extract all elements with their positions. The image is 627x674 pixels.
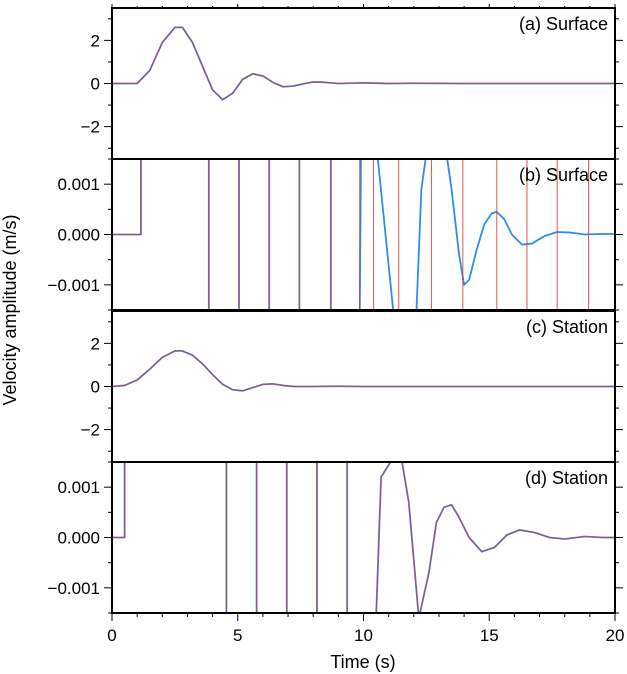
series-line	[112, 462, 615, 613]
y-tick-label: 0.000	[57, 529, 100, 548]
y-tick-label: 0.000	[57, 226, 100, 245]
series-line	[112, 350, 615, 392]
series-line	[112, 159, 615, 310]
series-group	[112, 462, 615, 613]
y-tick-label: −0.001	[48, 276, 100, 295]
series-line	[112, 26, 615, 101]
series-line	[112, 350, 615, 392]
panel-label: (a) Surface	[519, 14, 608, 34]
series-group	[112, 350, 615, 392]
series-group	[112, 26, 615, 101]
y-tick-label: −0.001	[48, 579, 100, 598]
x-tick-label: 5	[233, 626, 242, 645]
panel-3: −2 0 2 (c) Station	[81, 310, 623, 463]
x-tick-label: 20	[606, 626, 625, 645]
y-tick-label: 2	[91, 31, 100, 50]
series-group	[112, 159, 615, 310]
x-tick-label: 10	[354, 626, 373, 645]
y-tick-label: 0	[91, 75, 100, 94]
series-line	[112, 159, 590, 310]
panel-4: −0.001 0.000 0.001 (d) Station	[48, 461, 623, 614]
x-axis-title: Time (s)	[330, 652, 395, 672]
x-axis: 0 5 10 15 20	[107, 4, 624, 645]
y-tick-label: −2	[81, 118, 100, 137]
panel-label: (d) Station	[525, 468, 608, 488]
y-tick-label: −2	[81, 421, 100, 440]
y-tick-label: 0	[91, 378, 100, 397]
panel-2: −0.001 0.000 0.001 (b) Surface	[48, 158, 623, 311]
panel-label: (b) Surface	[519, 165, 608, 185]
x-tick-label: 15	[480, 626, 499, 645]
panel-1: −2 0 2 (a) Surface	[81, 7, 623, 160]
panels-group: −2 0 2 (a) Surface −0.001 0.000 0.001 (b) Surfa…	[48, 7, 623, 614]
x-tick-label: 0	[107, 626, 116, 645]
y-axis-title: Velocity amplitude (m/s)	[0, 214, 20, 405]
y-tick-label: 0.001	[57, 478, 100, 497]
panel-label: (c) Station	[526, 317, 608, 337]
series-line	[112, 26, 615, 101]
y-tick-label: 2	[91, 334, 100, 353]
y-tick-label: 0.001	[57, 175, 100, 194]
